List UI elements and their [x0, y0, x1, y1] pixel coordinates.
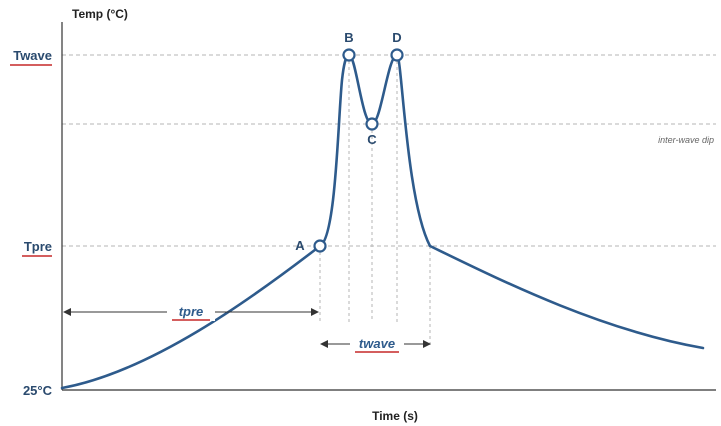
y-axis-title: Temp (°C): [72, 7, 128, 21]
point-a-marker: [313, 239, 327, 253]
twave-level-label: Twave: [13, 48, 52, 63]
twave-label-box: [350, 334, 404, 353]
point-c-marker: [365, 117, 379, 131]
tpre-span-label: tpre: [179, 304, 204, 319]
tpre-level-label: Tpre: [24, 239, 52, 254]
point-d-marker: [390, 48, 404, 62]
twave-span-label: twave: [359, 336, 395, 351]
point-b-marker: [342, 48, 356, 62]
inter-wave-dip-note: inter-wave dip: [658, 135, 714, 145]
point-c-label: C: [367, 132, 377, 147]
temperature-profile-curve: [60, 53, 705, 390]
point-a-label: A: [295, 238, 305, 253]
point-b-label: B: [344, 30, 353, 45]
x-axis-title: Time (s): [372, 409, 418, 423]
tpre-label-box: [167, 302, 215, 321]
base-temp-label: 25°C: [23, 383, 53, 398]
point-d-label: D: [392, 30, 401, 45]
